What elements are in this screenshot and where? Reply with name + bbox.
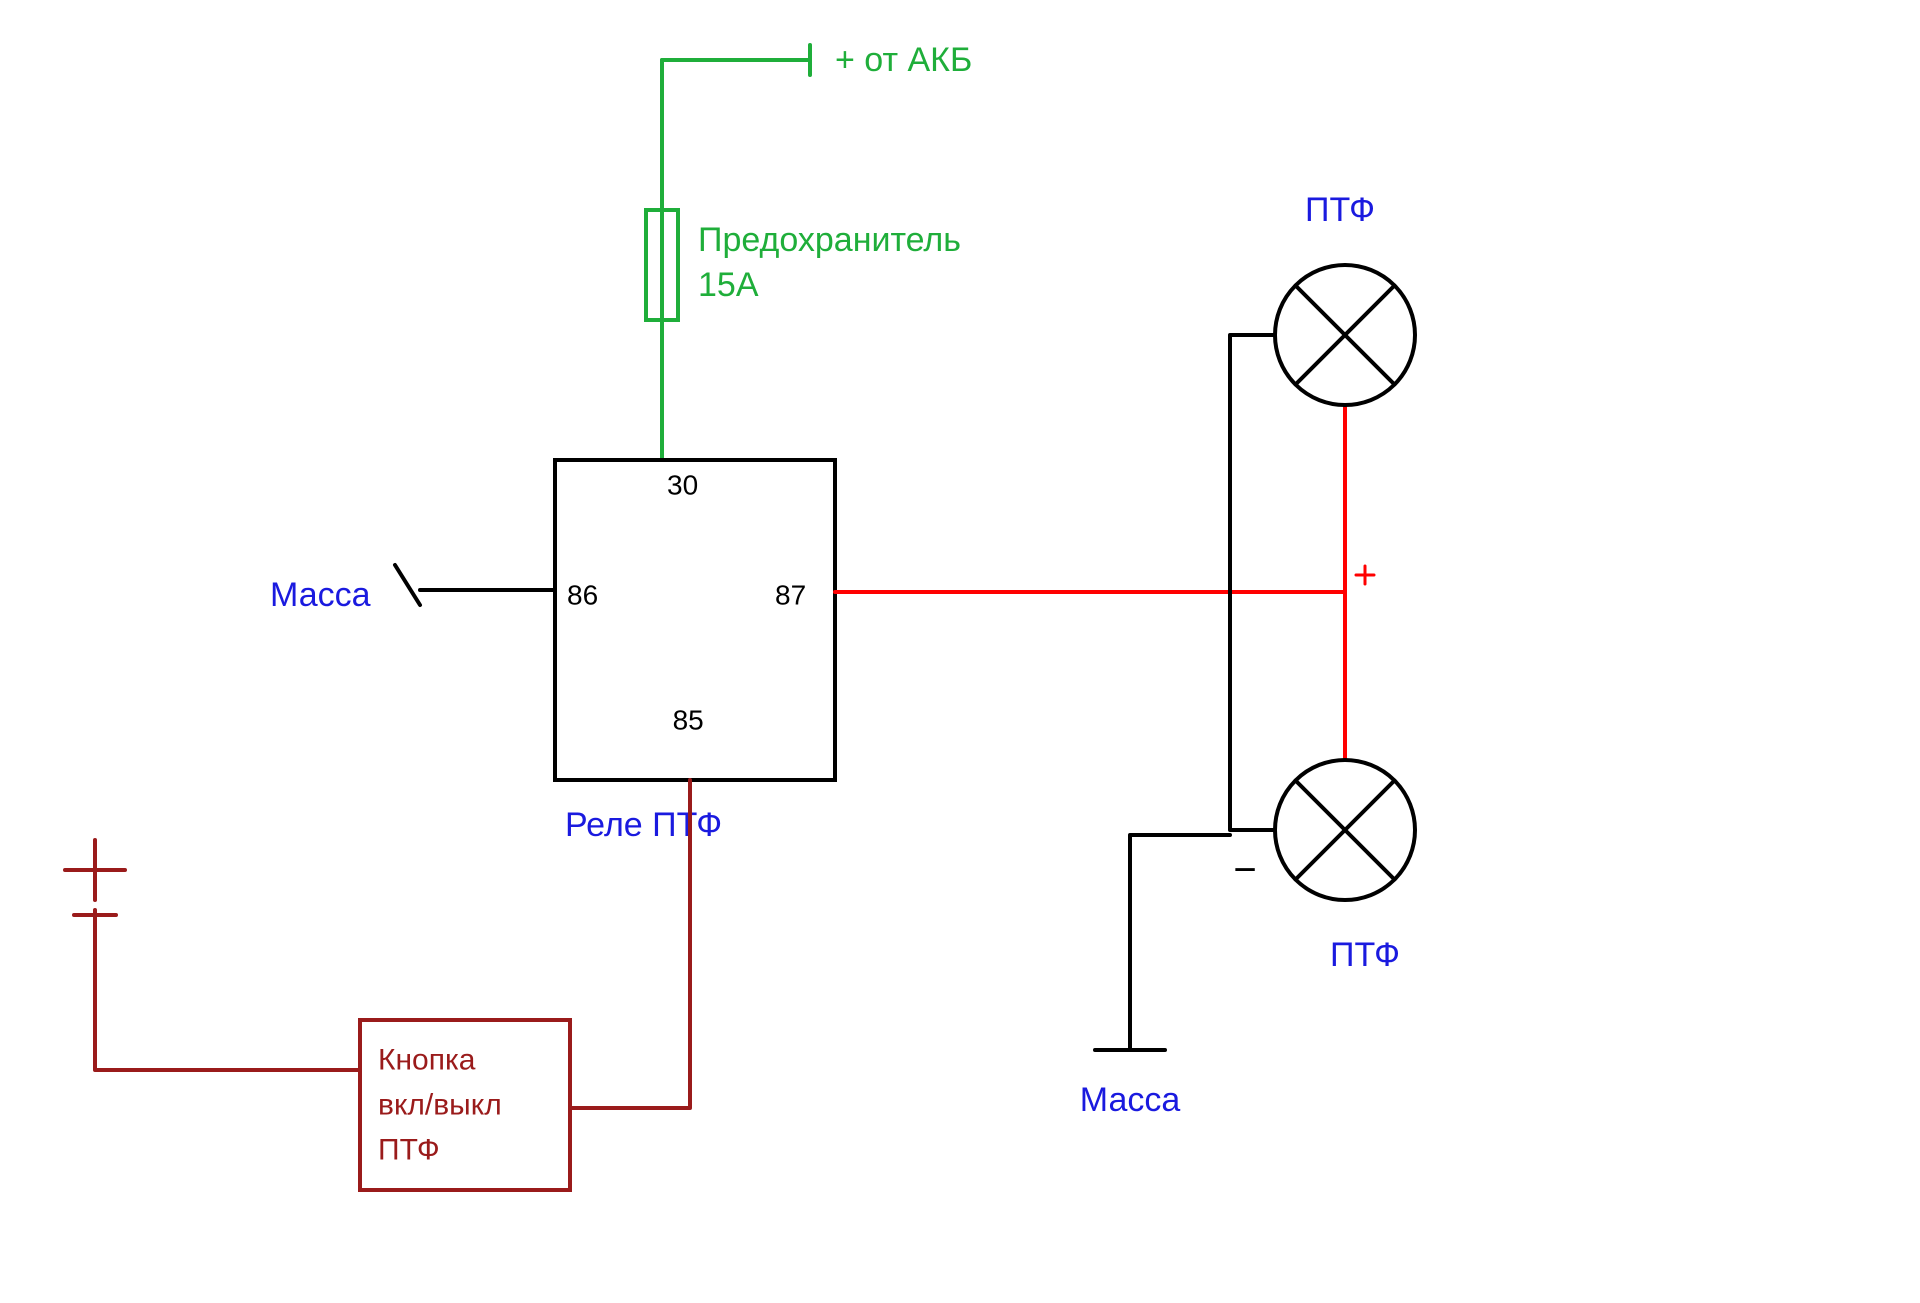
label-pin86: 86 [567, 580, 598, 611]
label-button-3: ПТФ [378, 1134, 440, 1167]
wire-lamp-neg-bus [1230, 335, 1275, 830]
wiring-diagram: + от АКБ Предохранитель 15А 30 86 87 85 Реле ПТ… [0, 0, 1920, 1303]
label-button-2: вкл/выкл [378, 1089, 502, 1122]
label-fuse-1: Предохранитель [698, 221, 961, 259]
label-relay: Реле ПТФ [565, 806, 722, 844]
wire-lamps-to-massa [1130, 835, 1230, 1050]
label-pin30: 30 [667, 470, 698, 501]
label-akb: + от АКБ [835, 41, 972, 79]
wire-button-to-plus [95, 910, 360, 1070]
label-massa-left: Масса [270, 576, 371, 614]
label-pin85: 85 [673, 705, 704, 736]
label-fuse-2: 15А [698, 266, 759, 304]
label-minus: − [1233, 848, 1256, 892]
label-ptf-bottom: ПТФ [1330, 936, 1400, 974]
label-massa-bottom: Масса [1080, 1081, 1181, 1119]
label-ptf-top: ПТФ [1305, 191, 1375, 229]
massa-left-tick [395, 565, 420, 605]
label-button-1: Кнопка [378, 1044, 476, 1077]
label-pin87: 87 [775, 580, 806, 611]
